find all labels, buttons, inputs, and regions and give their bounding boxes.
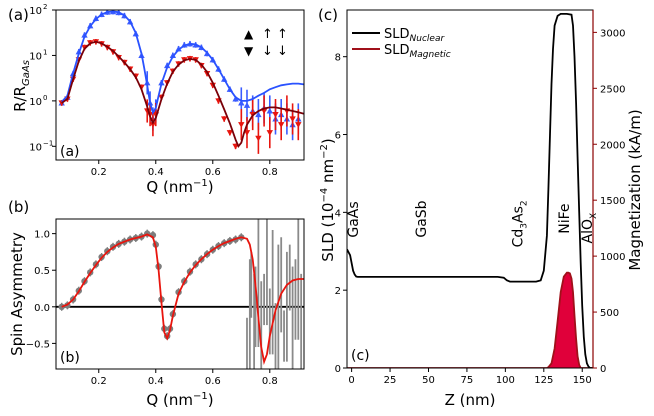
- y-tick-label: 10: [29, 51, 42, 62]
- down-down-data-point: [149, 122, 157, 128]
- panel-b-frame: [55, 218, 305, 370]
- up-up-fit-line: [61, 10, 304, 115]
- right-y-tick-label: 2500: [600, 84, 625, 95]
- legend-sld-nuclear: SLDNuclear: [384, 27, 445, 44]
- y-tick-label: 1.0: [34, 230, 50, 241]
- right-y-tick-label: 1000: [600, 252, 625, 263]
- x-tick-label: 0.8: [262, 376, 278, 387]
- panel-a-inner-label: (a): [60, 144, 80, 160]
- panel-b-x-axis-label: Q (nm−1): [146, 391, 213, 409]
- panel-c-x-axis-label: Z (nm): [445, 391, 496, 409]
- y-tick-label: −0.5: [26, 339, 50, 350]
- x-tick-label: 0.6: [205, 376, 221, 387]
- layer-label: GaSb: [414, 200, 430, 237]
- up-up-data-point: [255, 111, 262, 118]
- sld-magnetic-fill: [347, 272, 593, 368]
- x-tick-label: 25: [384, 375, 397, 386]
- x-tick-label: 0.4: [148, 376, 164, 387]
- panel-c-label: (c): [318, 6, 338, 24]
- legend-up-up-arrows: ↑ ↑: [262, 27, 288, 42]
- up-up-data-point: [243, 102, 251, 108]
- layer-label: AlOX: [580, 213, 599, 244]
- down-down-data-point: [289, 116, 296, 123]
- panel-b-spin-asymmetry: (b) 0.2 0.4 0.6 0.8 −0.5 0.0 0.5 1.0 (b) Q (nm…: [8, 198, 305, 409]
- y-tick-label: 10: [29, 97, 42, 108]
- up-up-data-point: [238, 99, 245, 106]
- panel-a-frame: [55, 9, 305, 161]
- panel-b-y-axis-label: Spin Asymmetry: [8, 232, 26, 356]
- x-tick-label: 0.2: [91, 376, 107, 387]
- panel-a-y-axis-label: R/RGaAs: [11, 60, 32, 112]
- up-up-data-point: [232, 95, 239, 102]
- panel-c-legend: SLDNuclear SLDMagnetic: [352, 27, 451, 60]
- y-tick-label: 10: [29, 6, 42, 17]
- asymmetry-data-point: [58, 303, 65, 311]
- down-down-fit-line: [61, 40, 304, 149]
- right-y-tick-label: 500: [600, 308, 619, 319]
- sld-magnetic-line: [347, 271, 593, 368]
- asymmetry-fit-line: [61, 233, 304, 365]
- y-tick-label: 6: [335, 131, 341, 142]
- right-y-tick-label: 3000: [600, 28, 625, 39]
- panel-c-frame: [346, 9, 594, 369]
- down-down-data-point: [238, 122, 245, 128]
- panel-c-sld-profile: (c) 0 25 50 75 100 125 150 0 2 4 6 8 0 500 1000 1500 2…: [318, 6, 644, 409]
- panel-a-x-axis-label: Q (nm−1): [146, 178, 213, 196]
- legend-down-down-marker: ▼: [244, 44, 254, 58]
- y-tick-label: 4: [335, 208, 341, 219]
- y-tick-exponent: 1: [43, 48, 47, 56]
- down-down-data-point: [255, 135, 262, 142]
- x-tick-label: 100: [496, 375, 515, 386]
- x-tick-label: 150: [573, 375, 592, 386]
- y-tick-label: 0.0: [34, 303, 50, 314]
- down-down-data-point: [272, 111, 279, 118]
- x-tick-label: 125: [534, 375, 553, 386]
- y-tick-exponent: −1: [43, 139, 53, 147]
- y-tick-exponent: 0: [43, 94, 47, 102]
- sld-nuclear-line: [347, 13, 593, 368]
- legend-down-down-arrows: ↓ ↓: [262, 44, 288, 59]
- down-down-data-point: [115, 54, 122, 61]
- panel-a-label: (a): [8, 6, 29, 24]
- legend-up-up-marker: ▲: [244, 27, 254, 41]
- y-tick-label: 2: [335, 286, 341, 297]
- down-down-data-point: [277, 122, 285, 128]
- right-y-tick-label: 2000: [600, 140, 625, 151]
- panel-a-legend: ▲ ↑ ↑ ▼ ↓ ↓: [244, 27, 288, 59]
- layer-label: Cd3As2: [511, 200, 530, 247]
- down-down-data-point: [226, 130, 234, 136]
- x-tick-label: 0.6: [205, 167, 221, 178]
- legend-sld-magnetic: SLDMagnetic: [384, 43, 451, 60]
- x-tick-label: 75: [461, 375, 474, 386]
- x-tick-label: 0.8: [262, 167, 278, 178]
- down-down-data-point: [295, 122, 302, 128]
- panel-c-inner-label: (c): [351, 348, 370, 364]
- layer-label: NiFe: [557, 203, 573, 233]
- x-tick-label: 0.4: [148, 167, 164, 178]
- panel-c-right-axis-label: Magnetization (kA/m): [626, 109, 644, 270]
- x-tick-label: 50: [422, 375, 435, 386]
- up-up-data-point: [163, 62, 171, 69]
- y-tick-label: 10: [29, 142, 42, 153]
- y-tick-label: 8: [335, 53, 341, 64]
- y-tick-exponent: 2: [43, 3, 47, 11]
- panel-b-label: (b): [8, 198, 29, 216]
- layer-label: GaAs: [346, 201, 362, 237]
- up-up-data-point: [266, 107, 273, 114]
- down-down-data-point: [220, 116, 228, 123]
- panel-b-inner-label: (b): [60, 350, 80, 366]
- x-tick-label: 0: [348, 375, 354, 386]
- panel-c-y-axis-label: SLD (10−4 nm−2): [319, 138, 337, 261]
- right-y-tick-label: 0: [600, 364, 606, 375]
- down-down-data-point: [266, 130, 273, 136]
- y-tick-label: 0: [335, 364, 341, 375]
- y-tick-label: 0.5: [34, 266, 50, 277]
- x-tick-label: 0.2: [91, 167, 107, 178]
- right-y-tick-label: 1500: [600, 196, 625, 207]
